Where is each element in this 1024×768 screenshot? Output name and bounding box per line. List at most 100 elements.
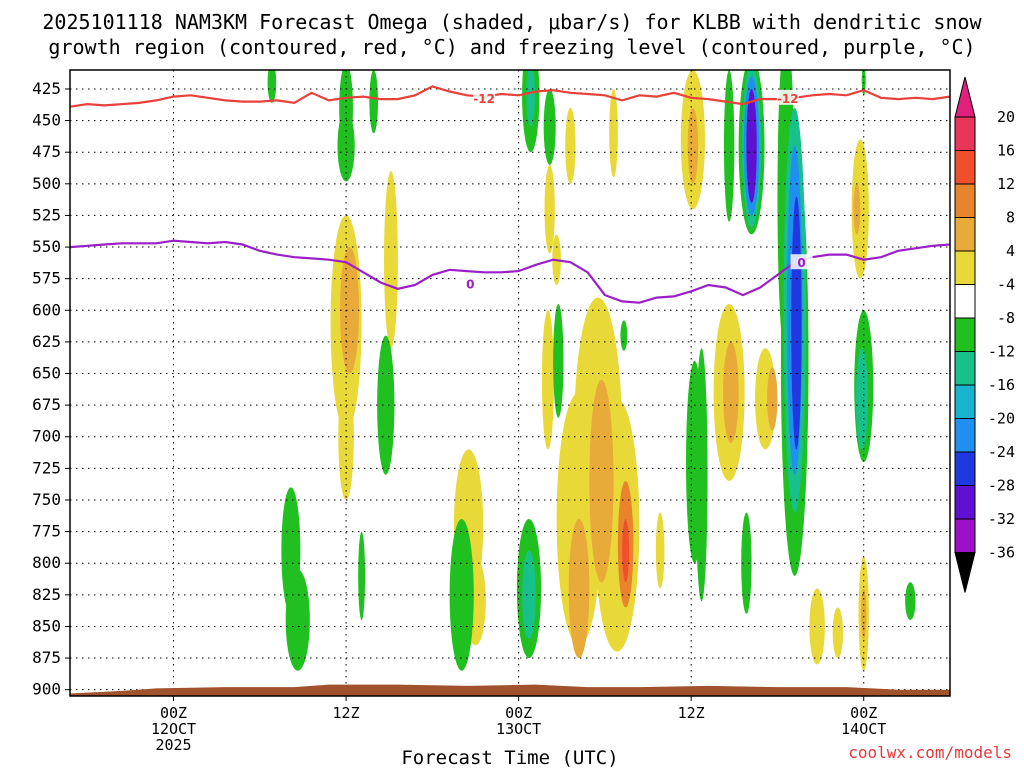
omega-region-17 (543, 88, 556, 165)
fz-label-1: 0 (466, 278, 474, 292)
omega-region-59 (853, 183, 861, 235)
colorbar-segment-10 (954, 451, 976, 486)
colorbar-bottom-arrow (954, 552, 976, 593)
omega-region-22 (522, 550, 536, 640)
colorbar-label-5: -4 (997, 276, 1015, 294)
x-tick-label-40-0: 00Z (850, 704, 877, 722)
omega-region-19 (565, 107, 576, 184)
omega-region-36 (687, 107, 699, 184)
x-tick-label-0-1: 12OCT (151, 720, 196, 738)
colorbar-label-1: 16 (997, 142, 1015, 160)
colorbar-label-6: -8 (997, 309, 1015, 327)
omega-region-46 (746, 88, 757, 203)
x-tick-label-0-2: 2025 (155, 736, 191, 754)
y-tick-label-450: 450 (32, 111, 61, 130)
dgz-label-2-bg (776, 89, 799, 105)
y-tick-label-825: 825 (32, 585, 61, 604)
omega-region-32 (620, 320, 628, 351)
colorbar-label-3: 8 (1006, 209, 1015, 227)
omega-region-5 (340, 247, 360, 374)
x-tick-label-30-0: 12Z (678, 704, 705, 722)
y-tick-label-600: 600 (32, 300, 61, 319)
omega-region-57 (855, 348, 869, 450)
omega-region-8 (377, 335, 395, 475)
x-tick-label-0-0: 00Z (160, 704, 187, 722)
colorbar-segment-4 (954, 250, 976, 285)
omega-region-39 (723, 70, 735, 222)
y-tick-label-725: 725 (32, 458, 61, 477)
y-tick-label-800: 800 (32, 553, 61, 572)
colorbar-label-0: 20 (997, 108, 1015, 126)
y-tick-label-625: 625 (32, 332, 61, 351)
x-tick-label-40-1: 14OCT (841, 720, 886, 738)
y-axis: 425 450 475 500 525 550 575 600 625 650 675 700 725 7… (32, 79, 70, 699)
y-tick-label-675: 675 (32, 395, 61, 414)
omega-region-42 (741, 512, 752, 614)
colorbar-segment-0 (954, 116, 976, 151)
omega-region-53 (791, 196, 802, 450)
colorbar-segment-2 (954, 183, 976, 218)
colorbar-segment-8 (954, 384, 976, 419)
omega-region-38 (695, 348, 708, 602)
omega-shading (267, 70, 916, 671)
y-tick-label-750: 750 (32, 490, 61, 509)
colorbar-segment-9 (954, 418, 976, 453)
colorbar-segment-11 (954, 485, 976, 520)
fz-label-2: 0 (797, 256, 805, 270)
omega-region-7 (384, 171, 398, 349)
dgz-label-1-bg (473, 89, 496, 105)
omega-region-0 (267, 70, 277, 103)
y-tick-label-700: 700 (32, 427, 61, 446)
omega-region-23 (541, 310, 554, 450)
omega-region-16 (526, 70, 536, 127)
omega-region-58 (851, 139, 869, 279)
y-tick-label-500: 500 (32, 174, 61, 193)
x-tick-label-20-1: 13OCT (496, 720, 541, 738)
omega-region-3 (369, 70, 378, 134)
colorbar-label-13: -36 (988, 544, 1015, 562)
y-tick-label-900: 900 (32, 680, 61, 699)
fz-label-2-bg (790, 254, 813, 270)
omega-region-31 (622, 518, 630, 583)
omega-region-14 (449, 518, 474, 671)
contour-labels: -12 -12 0 0 (459, 89, 813, 292)
omega-region-2 (337, 110, 355, 182)
dgz-label-1: -12 (473, 92, 495, 106)
colorbar-label-11: -28 (988, 477, 1015, 495)
omega-region-34 (655, 512, 665, 589)
omega-region-28 (589, 379, 614, 583)
omega-region-29 (568, 518, 590, 659)
y-tick-label-475: 475 (32, 142, 61, 161)
y-tick-label-575: 575 (32, 269, 61, 288)
terrain-surface (70, 684, 950, 696)
plot-frame (69, 69, 951, 697)
omega-region-11 (358, 531, 366, 621)
colorbar-segment-12 (954, 518, 976, 553)
colorbar-label-2: 12 (997, 175, 1015, 193)
y-tick-label-850: 850 (32, 616, 61, 635)
colorbar-segment-3 (954, 217, 976, 252)
colorbar-segment-7 (954, 351, 976, 386)
colorbar: 20 16 12 8 4 -4 -8 -12 -16 -20 -24 -28 -32 -36 (954, 76, 1015, 593)
dgz-label-2: -12 (777, 92, 799, 106)
omega-region-61 (861, 588, 867, 640)
colorbar-label-12: -32 (988, 510, 1015, 528)
omega-region-62 (905, 582, 916, 621)
x-axis-label: Forecast Time (UTC) (401, 747, 618, 768)
colorbar-label-8: -16 (988, 376, 1015, 394)
y-tick-label-650: 650 (32, 364, 61, 383)
omega-region-55 (832, 607, 844, 659)
dgz-minus12-contour (70, 85, 950, 108)
x-tick-label-10-0: 12Z (333, 704, 360, 722)
colorbar-segment-6 (954, 317, 976, 352)
y-tick-label-775: 775 (32, 522, 61, 541)
y-tick-label-425: 425 (32, 79, 61, 98)
omega-region-33 (609, 88, 618, 178)
colorbar-top-arrow (954, 76, 976, 118)
gridlines (70, 70, 950, 696)
y-tick-label-875: 875 (32, 648, 61, 667)
colorbar-label-4: 4 (1006, 242, 1015, 260)
colorbar-label-7: -12 (988, 343, 1015, 361)
